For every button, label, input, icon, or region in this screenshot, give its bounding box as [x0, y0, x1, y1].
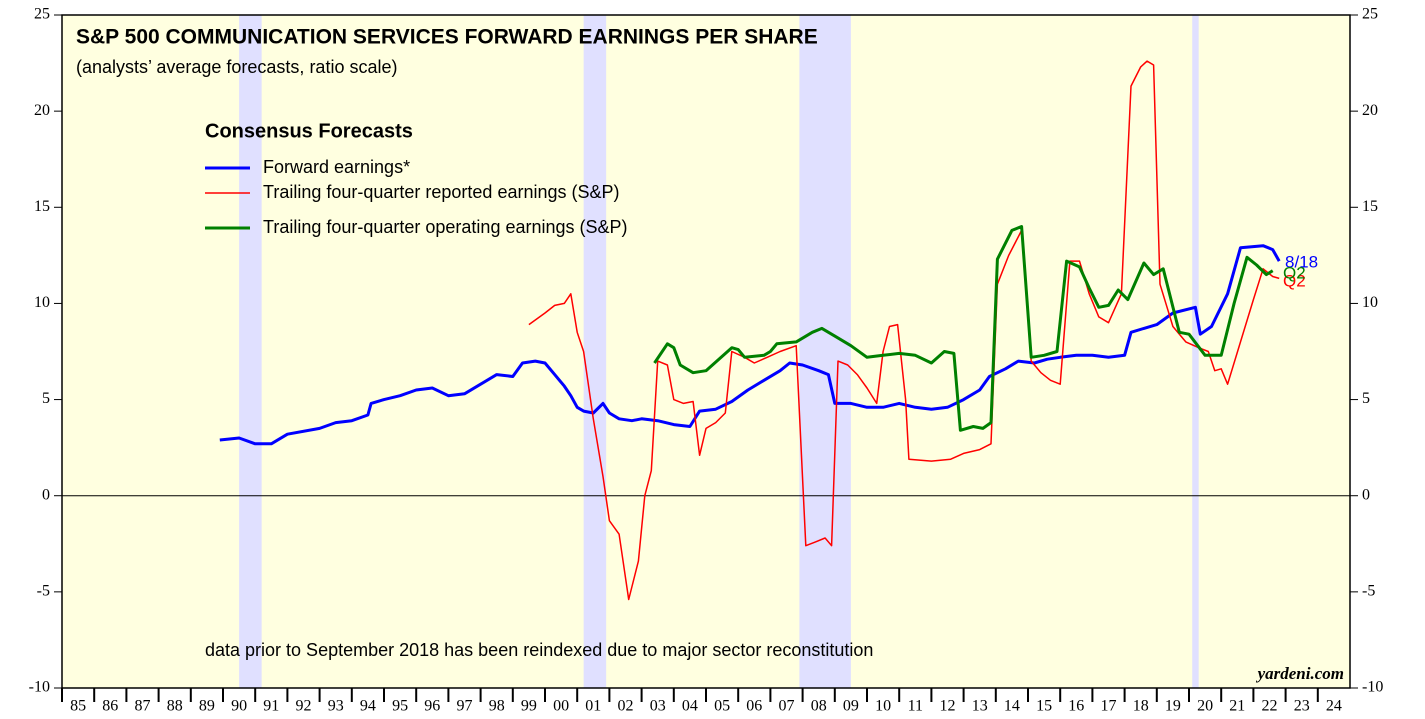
- y-tick-label: 10: [34, 294, 50, 311]
- recession-band: [1192, 15, 1199, 688]
- x-tick-label: 16: [1068, 698, 1084, 715]
- y-tick-label: -5: [37, 583, 50, 600]
- x-tick-label: 99: [521, 698, 537, 715]
- chart-title: S&P 500 COMMUNICATION SERVICES FORWARD E…: [76, 26, 818, 49]
- y2-tick-label: 5: [1362, 390, 1370, 407]
- legend-label: Trailing four-quarter reported earnings …: [263, 182, 620, 202]
- x-tick-label: 04: [682, 698, 698, 715]
- x-tick-label: 21: [1229, 698, 1245, 715]
- x-tick-label: 09: [843, 698, 859, 715]
- x-tick-label: 22: [1262, 698, 1278, 715]
- plot-frame: [61, 14, 1351, 689]
- y2-tick-label: -5: [1362, 583, 1375, 600]
- y2-tick-label: 15: [1362, 198, 1378, 215]
- legend-label: Forward earnings*: [263, 157, 410, 177]
- y-tick-label: 0: [42, 486, 50, 503]
- x-tick-label: 97: [457, 698, 473, 715]
- x-tick-label: 87: [135, 698, 151, 715]
- y2-tick-label: 10: [1362, 294, 1378, 311]
- recession-band: [583, 15, 607, 688]
- x-tick-label: 11: [908, 698, 923, 715]
- annotation: data prior to September 2018 has been re…: [205, 640, 873, 660]
- x-tick-label: 90: [231, 698, 247, 715]
- x-tick-label: 86: [102, 698, 118, 715]
- recession-band: [799, 15, 851, 688]
- x-tick-label: 02: [618, 698, 634, 715]
- y2-tick-label: 25: [1362, 6, 1378, 23]
- x-tick-label: 08: [811, 698, 827, 715]
- y2-tick-label: 0: [1362, 486, 1370, 503]
- end-label: 8/18: [1285, 252, 1318, 271]
- legend-label: Trailing four-quarter operating earnings…: [263, 217, 628, 237]
- y-tick-label: 15: [34, 198, 50, 215]
- x-tick-label: 15: [1036, 698, 1052, 715]
- y-tick-label: -10: [29, 679, 50, 696]
- x-tick-label: 12: [940, 698, 956, 715]
- x-tick-label: 98: [489, 698, 505, 715]
- end-label: Q2: [1283, 271, 1306, 290]
- y-tick-label: 20: [34, 102, 50, 119]
- x-tick-label: 13: [972, 698, 988, 715]
- x-tick-label: 96: [424, 698, 440, 715]
- x-tick-label: 05: [714, 698, 730, 715]
- plot-background: [62, 15, 1350, 688]
- x-tick-label: 94: [360, 698, 376, 715]
- x-tick-label: 17: [1101, 698, 1117, 715]
- x-tick-label: 19: [1165, 698, 1181, 715]
- series-line: [528, 60, 1280, 601]
- series-line: [653, 225, 1274, 432]
- x-tick-label: 10: [875, 698, 891, 715]
- x-tick-label: 88: [167, 698, 183, 715]
- x-tick-label: 23: [1294, 698, 1310, 715]
- x-tick-label: 18: [1133, 698, 1149, 715]
- y-tick-label: 25: [34, 6, 50, 23]
- source: yardeni.com: [1256, 664, 1344, 683]
- x-tick-label: 00: [553, 698, 569, 715]
- x-tick-label: 14: [1004, 698, 1020, 715]
- x-tick-label: 07: [779, 698, 795, 715]
- x-tick-label: 95: [392, 698, 408, 715]
- x-tick-label: 91: [263, 698, 279, 715]
- x-tick-label: 03: [650, 698, 666, 715]
- recession-band: [239, 15, 262, 688]
- x-tick-label: 89: [199, 698, 215, 715]
- x-tick-label: 93: [328, 698, 344, 715]
- y2-tick-label: -10: [1362, 679, 1383, 696]
- plot-lines: [219, 60, 1281, 601]
- x-tick-label: 92: [296, 698, 312, 715]
- x-tick-label: 06: [746, 698, 762, 715]
- series-line: [219, 244, 1281, 446]
- y-tick-label: 5: [42, 390, 50, 407]
- x-tick-label: 01: [585, 698, 601, 715]
- chart-subtitle: (analysts’ average forecasts, ratio scal…: [76, 57, 397, 77]
- y2-tick-label: 20: [1362, 102, 1378, 119]
- x-tick-label: 85: [70, 698, 86, 715]
- x-tick-label: 20: [1197, 698, 1213, 715]
- plot-area: [62, 15, 1350, 688]
- legend-title: Consensus Forecasts: [205, 120, 413, 142]
- end-label: Q2: [1283, 263, 1306, 282]
- x-tick-label: 24: [1326, 698, 1342, 715]
